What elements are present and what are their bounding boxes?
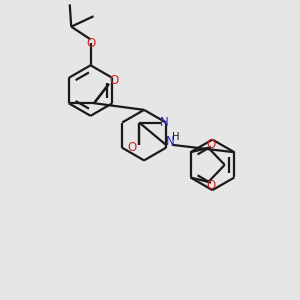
Text: N: N: [160, 116, 169, 129]
Text: O: O: [206, 179, 215, 192]
Text: N: N: [166, 135, 175, 148]
Text: O: O: [110, 74, 119, 87]
Text: O: O: [86, 37, 95, 50]
Text: O: O: [206, 138, 215, 151]
Text: H: H: [172, 132, 179, 142]
Text: O: O: [127, 141, 136, 154]
